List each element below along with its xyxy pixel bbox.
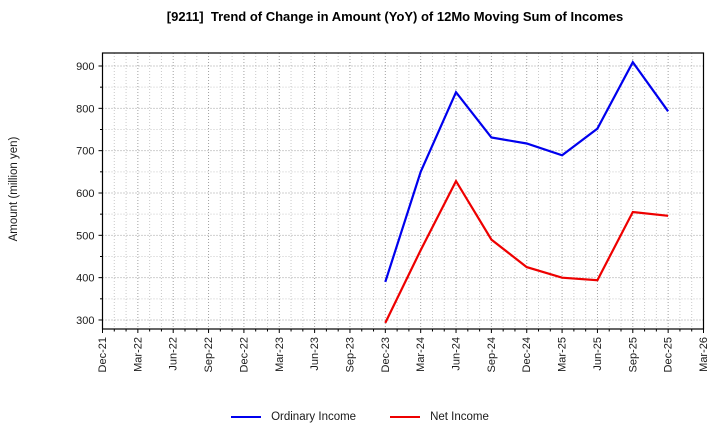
chart-title: [9211] Trend of Change in Amount (YoY) o… [166,9,624,24]
series-line-ordinary-income [384,60,669,283]
x-tick-label: Dec-22 [238,337,250,372]
x-tick-label: Sep-24 [486,337,498,372]
x-tick-label: Sep-22 [203,337,215,372]
legend-item-net-income: Net Income [390,411,489,423]
x-tick-label: Dec-23 [380,337,392,372]
legend-label-ordinary-income: Ordinary Income [271,411,357,423]
legend: Ordinary Income Net Income [0,406,720,428]
x-tick-label: Jun-22 [168,337,180,371]
legend-line-ordinary-income-icon [231,416,262,418]
gridlines [102,53,704,329]
y-tick-label: 700 [76,146,94,158]
x-tick-label: Jun-24 [451,337,463,371]
y-tick-label: 400 [76,273,94,285]
legend-label-net-income: Net Income [430,411,489,423]
x-tick-label: Mar-25 [557,337,569,372]
y-tick-label: 800 [76,103,94,115]
x-tick-label: Sep-23 [344,337,356,372]
legend-line-net-income-icon [390,416,421,418]
tick-labels: 300 400 500 600 700 800 900 Dec-21 Mar-22 Jun-22 S… [76,61,710,372]
x-tick-label: Sep-25 [627,337,639,372]
x-tick-label: Mar-23 [274,337,286,372]
x-tick-label: Dec-21 [97,337,109,372]
x-tick-label: Mar-26 [698,337,710,372]
y-tick-label: 500 [76,230,94,242]
y-tick-label: 900 [76,61,94,73]
x-tick-label: Mar-22 [132,337,144,372]
plot-frame [101,52,705,330]
series-line-net-income [384,178,669,324]
x-tick-label: Mar-24 [415,337,427,372]
x-tick-label: Jun-23 [309,337,321,371]
x-tick-label: Jun-25 [592,337,604,371]
y-tick-label: 600 [76,188,94,200]
legend-item-ordinary-income: Ordinary Income [231,411,356,423]
y-tick-label: 300 [76,315,94,327]
x-tick-label: Dec-24 [521,337,533,372]
series-lines [384,60,669,324]
x-tick-label: Dec-25 [663,337,675,372]
